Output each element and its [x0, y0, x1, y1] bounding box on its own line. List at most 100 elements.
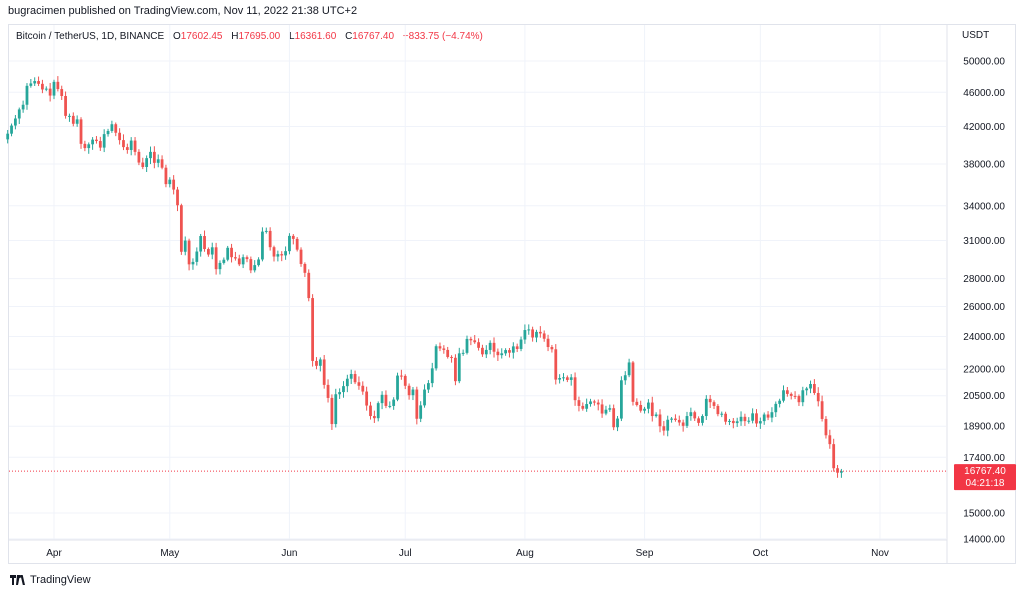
candle[interactable]	[446, 346, 450, 359]
symbol-title[interactable]: Bitcoin / TetherUS, 1D, BINANCE	[16, 31, 165, 42]
candle[interactable]	[689, 407, 693, 421]
candle[interactable]	[693, 410, 697, 421]
candle[interactable]	[102, 129, 106, 153]
candle[interactable]	[778, 398, 782, 408]
candle[interactable]	[419, 401, 423, 423]
candle[interactable]	[98, 136, 102, 151]
candle[interactable]	[152, 146, 156, 169]
candle[interactable]	[600, 399, 604, 418]
candle[interactable]	[758, 417, 762, 429]
candle[interactable]	[531, 326, 535, 342]
candle[interactable]	[797, 394, 801, 406]
candle[interactable]	[95, 136, 98, 144]
candle[interactable]	[295, 237, 299, 252]
candle[interactable]	[581, 402, 585, 411]
candle[interactable]	[226, 245, 230, 262]
candle[interactable]	[654, 412, 658, 418]
candle[interactable]	[809, 380, 812, 394]
candle[interactable]	[647, 399, 650, 414]
candle[interactable]	[639, 400, 643, 413]
candle[interactable]	[129, 137, 133, 156]
candle[interactable]	[56, 76, 60, 92]
candle[interactable]	[357, 376, 361, 390]
candle[interactable]	[782, 385, 785, 403]
candle[interactable]	[388, 401, 392, 409]
candle[interactable]	[176, 186, 179, 212]
candle[interactable]	[164, 164, 168, 188]
candle[interactable]	[546, 334, 550, 352]
candle[interactable]	[125, 143, 129, 154]
candle[interactable]	[64, 91, 67, 119]
candle[interactable]	[635, 398, 639, 407]
candle[interactable]	[511, 342, 515, 359]
candle[interactable]	[469, 336, 473, 346]
candle[interactable]	[399, 369, 403, 380]
candle[interactable]	[380, 391, 384, 410]
candle[interactable]	[361, 381, 365, 395]
candle[interactable]	[245, 255, 249, 263]
candle[interactable]	[627, 358, 631, 378]
candle[interactable]	[643, 406, 646, 414]
candle[interactable]	[755, 409, 758, 427]
candle[interactable]	[37, 76, 40, 87]
candle[interactable]	[596, 399, 600, 411]
candle[interactable]	[203, 230, 206, 252]
candle[interactable]	[369, 401, 372, 420]
candle[interactable]	[87, 142, 91, 154]
candle[interactable]	[562, 373, 565, 382]
candle[interactable]	[423, 384, 426, 408]
candle[interactable]	[824, 416, 828, 439]
candle[interactable]	[68, 113, 71, 122]
candle[interactable]	[307, 269, 311, 302]
candle[interactable]	[585, 398, 589, 412]
candle[interactable]	[145, 155, 149, 172]
candle[interactable]	[620, 376, 623, 422]
candle[interactable]	[322, 354, 326, 389]
candle[interactable]	[218, 260, 222, 275]
candle[interactable]	[492, 337, 496, 358]
candle[interactable]	[708, 394, 712, 408]
candle[interactable]	[299, 247, 303, 267]
candle[interactable]	[122, 134, 125, 151]
candle[interactable]	[17, 107, 21, 124]
candle[interactable]	[48, 82, 52, 102]
candle[interactable]	[168, 177, 172, 188]
candle[interactable]	[674, 414, 677, 422]
candle[interactable]	[427, 380, 430, 393]
candle[interactable]	[52, 79, 56, 100]
candle[interactable]	[577, 396, 581, 412]
candle[interactable]	[345, 374, 349, 393]
chart-frame[interactable]	[8, 24, 1016, 564]
candle[interactable]	[774, 401, 778, 418]
candle[interactable]	[504, 348, 507, 356]
candle[interactable]	[191, 258, 195, 270]
candle[interactable]	[411, 387, 415, 401]
candle[interactable]	[326, 379, 330, 403]
candle[interactable]	[195, 247, 199, 266]
candle[interactable]	[210, 242, 214, 260]
candle[interactable]	[60, 85, 64, 100]
candle[interactable]	[477, 338, 480, 351]
candle[interactable]	[743, 413, 747, 426]
candle[interactable]	[407, 383, 411, 400]
candle[interactable]	[353, 370, 357, 385]
candle[interactable]	[118, 128, 122, 145]
candle[interactable]	[149, 146, 152, 165]
candle[interactable]	[83, 140, 87, 152]
candle[interactable]	[372, 410, 376, 423]
candle[interactable]	[724, 411, 727, 425]
candle[interactable]	[538, 326, 542, 338]
candle[interactable]	[284, 246, 287, 260]
candle[interactable]	[728, 418, 731, 426]
candle[interactable]	[519, 336, 523, 352]
candle[interactable]	[137, 149, 141, 166]
candle[interactable]	[785, 386, 789, 397]
candle[interactable]	[268, 227, 272, 251]
candle[interactable]	[820, 395, 824, 422]
candle[interactable]	[801, 386, 805, 407]
candle[interactable]	[500, 348, 504, 359]
candle[interactable]	[840, 468, 843, 478]
candle[interactable]	[222, 257, 226, 265]
candle[interactable]	[685, 411, 689, 428]
